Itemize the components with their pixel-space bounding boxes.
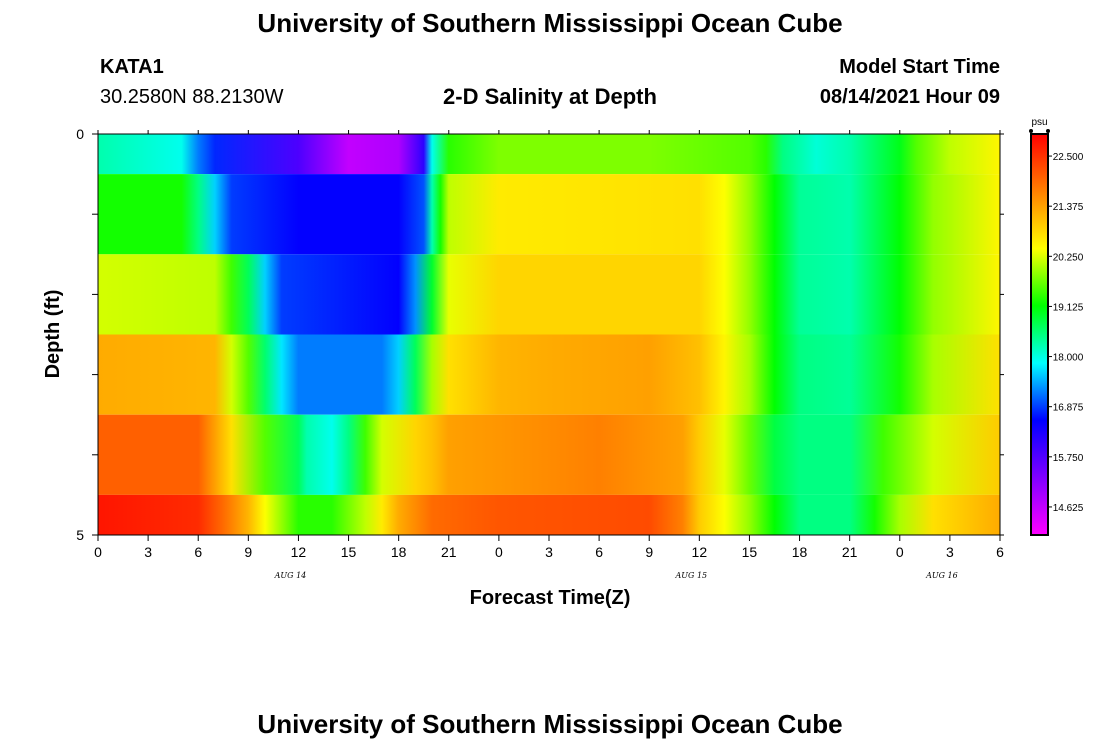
page-title-bottom: University of Southern Mississippi Ocean… — [257, 709, 843, 739]
heatmap-layers — [98, 134, 1000, 535]
heatmap-layer — [98, 254, 1000, 335]
x-tick-label: 12 — [692, 544, 708, 560]
colorbar-dot — [1046, 129, 1050, 133]
x-tick-label: 15 — [742, 544, 758, 560]
heatmap-layer — [98, 134, 1000, 175]
y-tick-label: 0 — [76, 126, 84, 142]
x-tick-label: 6 — [996, 544, 1004, 560]
x-tick-label: 6 — [595, 544, 603, 560]
model-start-label: Model Start Time — [839, 56, 1000, 78]
x-axis-title: Forecast Time(Z) — [470, 587, 631, 609]
colorbar-ramp — [1030, 133, 1049, 536]
heatmap-layer — [98, 414, 1000, 495]
x-tick-label: 12 — [291, 544, 307, 560]
x-tick-label: 9 — [244, 544, 252, 560]
station-id: KATA1 — [100, 56, 164, 78]
y-axis-title: Depth (ft) — [42, 290, 64, 379]
x-date-label: AUG 15 — [675, 571, 708, 580]
x-tick-label: 3 — [946, 544, 954, 560]
heatmap-layer — [98, 334, 1000, 415]
y-axis: 05 — [76, 126, 1004, 543]
x-date-label: AUG 16 — [925, 571, 958, 580]
x-tick-label: 18 — [792, 544, 808, 560]
x-axis: 0 3 6 9 12 15 18 21 0 3 6 9 12 15 18 21 0 3 6 AUG 14 AUG 15 A… — [94, 130, 1004, 580]
x-tick-label: 3 — [545, 544, 553, 560]
colorbar-dot — [1029, 129, 1033, 133]
colorbar-unit: psu — [1031, 117, 1047, 128]
station-coordinates: 30.2580N 88.2130W — [100, 86, 284, 108]
x-tick-label: 0 — [495, 544, 503, 560]
plot-title: 2-D Salinity at Depth — [443, 84, 657, 109]
x-tick-label: 15 — [341, 544, 357, 560]
x-tick-label: 3 — [144, 544, 152, 560]
x-tick-label: 21 — [842, 544, 858, 560]
x-tick-label: 0 — [94, 544, 102, 560]
model-start-value: 08/14/2021 Hour 09 — [819, 86, 1000, 108]
heatmap-layer — [98, 494, 1000, 535]
y-tick-label: 5 — [76, 527, 84, 543]
colorbar-label: 14.625 — [1053, 503, 1084, 514]
x-tick-label: 9 — [645, 544, 653, 560]
page-title-top: University of Southern Mississippi Ocean… — [257, 8, 843, 38]
colorbar-label: 22.500 — [1053, 152, 1084, 163]
x-tick-label: 0 — [896, 544, 904, 560]
x-date-label: AUG 14 — [274, 571, 307, 580]
heatmap-layer — [98, 174, 1000, 255]
x-tick-label: 18 — [391, 544, 407, 560]
colorbar-label: 21.375 — [1053, 202, 1084, 213]
x-tick-label: 21 — [441, 544, 457, 560]
colorbar-label: 15.750 — [1053, 453, 1084, 464]
x-tick-label: 6 — [194, 544, 202, 560]
colorbar-legend: psu 22.500 21.375 20.250 19.125 18.000 16.875 1… — [1029, 117, 1084, 536]
colorbar-label: 20.250 — [1053, 252, 1084, 263]
colorbar-label: 18.000 — [1053, 353, 1084, 364]
colorbar-label: 16.875 — [1053, 403, 1084, 414]
colorbar-label: 19.125 — [1053, 302, 1084, 313]
